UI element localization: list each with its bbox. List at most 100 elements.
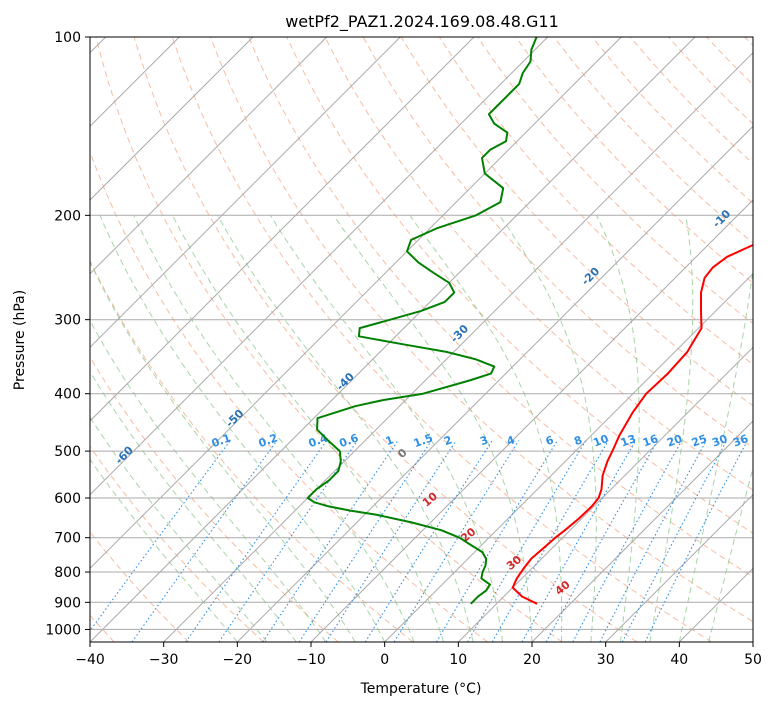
chart-title: wetPf2_PAZ1.2024.169.08.48.G11 <box>285 12 559 32</box>
y-tick-label: 700 <box>54 531 81 547</box>
y-tick-label: 100 <box>54 30 81 46</box>
mixing-ratio-label: 0.4 <box>307 431 330 450</box>
dry-adiabat-line <box>248 37 753 578</box>
x-tick-label: 50 <box>744 652 762 668</box>
isotherm-line <box>90 37 254 201</box>
dry-adiabat-label: -20 <box>579 265 602 288</box>
mixing-ratio-label: 20 <box>665 432 684 450</box>
isotherm-line <box>90 37 549 496</box>
dry-adiabat-line <box>90 531 190 642</box>
isotherm-line <box>163 51 753 642</box>
isotherm-line <box>236 125 753 642</box>
moist-adiabat-line <box>90 458 238 642</box>
moist-adiabat-line <box>90 319 327 642</box>
isotherm-line <box>384 272 753 642</box>
x-tick-label: 30 <box>597 652 615 668</box>
dry-adiabat-line <box>90 259 414 642</box>
mixing-ratio-line <box>185 440 328 642</box>
dry-adiabat-line <box>706 37 753 86</box>
y-axis-ticks: 100 200 300 400 500 600 700 800 900 1000 <box>45 30 90 638</box>
dry-adiabat-line <box>90 356 339 642</box>
dry-adiabat-label: -50 <box>223 407 246 430</box>
dry-adiabat-line <box>171 37 712 642</box>
x-axis-label: Temperature (°C) <box>360 681 482 697</box>
x-tick-label: 0 <box>380 652 389 668</box>
dewpoint-profile-line <box>306 37 538 605</box>
mixing-ratio-line <box>521 440 637 642</box>
isotherm-line <box>531 420 753 642</box>
mixing-ratio-label: 36 <box>731 432 750 450</box>
mixing-ratio-label: 2 <box>442 433 454 448</box>
temperature-profile-line <box>511 243 753 605</box>
mixing-ratio-line <box>644 440 748 642</box>
mixing-ratio-label: 4 <box>505 433 517 448</box>
mixing-ratio-label: 10 <box>591 432 610 450</box>
x-tick-label: −20 <box>223 652 253 668</box>
mixing-ratio-line <box>325 440 457 642</box>
mixing-ratio-label: 25 <box>690 432 709 449</box>
dry-adiabat-line <box>210 37 753 623</box>
moist-adiabat-label: 30 <box>504 553 524 573</box>
mixing-ratio-line <box>572 440 683 642</box>
mixing-ratio-label: 30 <box>710 432 729 450</box>
y-tick-label: 800 <box>54 565 81 581</box>
isotherm-line <box>605 493 753 642</box>
plot-frame <box>89 36 754 643</box>
mixing-ratio-label: 0.2 <box>257 431 280 450</box>
isotherm-line <box>752 641 753 642</box>
isotherm-line <box>90 37 328 275</box>
x-tick-label: 40 <box>670 652 688 668</box>
dry-adiabat-line <box>515 37 753 284</box>
mixing-ratio-label: 1.5 <box>412 431 435 450</box>
x-tick-label: 10 <box>449 652 467 668</box>
moist-adiabat-label: 0 <box>395 446 409 461</box>
isotherm-line <box>457 346 753 642</box>
mixing-ratio-line <box>298 440 432 642</box>
mixing-ratio-line <box>131 440 278 642</box>
dry-adiabat-line <box>90 445 264 642</box>
mixing-ratio-label: 13 <box>619 432 638 449</box>
mixing-ratio-label: 8 <box>572 433 584 448</box>
isotherm-line <box>90 37 401 349</box>
mixing-ratio-label: 0.6 <box>338 431 361 450</box>
moist-adiabat-label: 10 <box>420 489 440 509</box>
moist-adiabat-line <box>270 215 503 642</box>
mixing-ratio-label: 1 <box>384 433 396 448</box>
x-tick-label: 20 <box>523 652 541 668</box>
profile-lines <box>306 37 753 605</box>
mixing-ratio-line <box>545 440 659 642</box>
dry-adiabat-line <box>668 37 753 125</box>
y-tick-label: 900 <box>54 595 81 611</box>
moist-adiabat-line <box>90 260 356 642</box>
dry-adiabat-line <box>286 37 753 534</box>
isotherm-line <box>310 199 753 642</box>
y-tick-label: 400 <box>54 387 81 403</box>
moist-adiabat-line <box>90 370 297 642</box>
y-axis-label: Pressure (hPa) <box>12 290 28 390</box>
moist-adiabat-line <box>678 265 753 642</box>
moist-adiabat-label: 40 <box>553 578 573 598</box>
mixing-ratio-line <box>262 440 399 642</box>
moist-adiabat-line <box>649 215 694 642</box>
mixing-ratio-line <box>364 440 493 642</box>
mixing-ratio-line <box>599 440 707 642</box>
isotherm-line <box>90 37 475 422</box>
mixing-ratio-line <box>491 440 609 642</box>
dry-adiabat-label: -30 <box>448 322 471 345</box>
dry-adiabat-line <box>90 150 488 642</box>
moist-adiabat-line <box>217 215 474 642</box>
mixing-ratio-label: 16 <box>641 432 660 450</box>
y-tick-label: 600 <box>54 491 81 507</box>
moist-adiabat-line <box>333 215 533 642</box>
mixing-ratio-line <box>467 440 587 642</box>
y-tick-label: 300 <box>54 313 81 329</box>
mixing-ratio-label: 3 <box>478 433 490 448</box>
dry-adiabat-line <box>133 37 638 642</box>
dry-adiabat-line <box>553 37 753 244</box>
mixing-ratio-labels: 0.1 0.2 0.4 0.6 1 1.5 2 3 4 6 8 10 13 16 20 25 30 36 <box>210 431 751 450</box>
mixing-ratio-label: 0.1 <box>210 431 233 450</box>
y-tick-label: 200 <box>54 208 81 224</box>
moist-adiabat-line <box>99 215 386 642</box>
moist-adiabat-line <box>409 215 563 642</box>
mixing-ratio-label: 6 <box>544 433 556 448</box>
